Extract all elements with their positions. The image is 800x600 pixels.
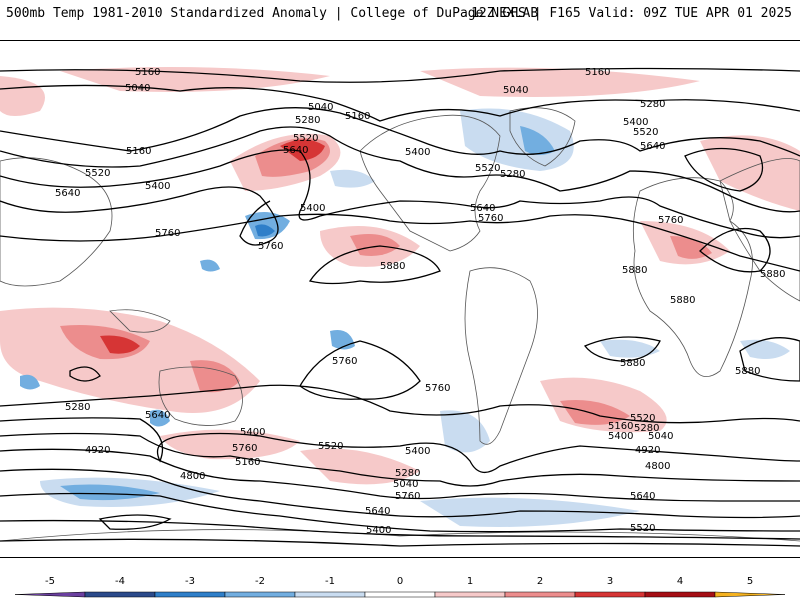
contour-label: 5640 bbox=[470, 203, 495, 214]
contour-label: 5040 bbox=[125, 83, 150, 94]
contour-label: 5280 bbox=[395, 468, 420, 479]
contour-label: 4800 bbox=[645, 461, 670, 472]
colorbar-swatch bbox=[14, 591, 86, 598]
colorbar-swatch bbox=[364, 591, 436, 598]
colorbar-swatch bbox=[434, 591, 506, 598]
contour-label: 5520 bbox=[633, 127, 658, 138]
contour-label: 5880 bbox=[620, 358, 645, 369]
colorbar-swatch bbox=[714, 591, 786, 598]
map-canvas: 5160 5040 5040 5160 5280 5520 5640 5160 … bbox=[0, 67, 800, 547]
contour-label: 5520 bbox=[630, 523, 655, 534]
colorbar-tick-label: -4 bbox=[115, 576, 125, 587]
contour-label: 5400 bbox=[366, 525, 391, 536]
contour-label: 5400 bbox=[240, 427, 265, 438]
contour-label: 5760 bbox=[332, 356, 357, 367]
contour-label: 5280 bbox=[295, 115, 320, 126]
contour-label: 5520 bbox=[293, 133, 318, 144]
contour-label: 5040 bbox=[393, 479, 418, 490]
chart-title: 500mb Temp 1981-2010 Standardized Anomal… bbox=[6, 6, 539, 21]
contour-label: 5160 bbox=[126, 146, 151, 157]
colorbar-swatch bbox=[504, 591, 576, 598]
contour-label: 5400 bbox=[608, 431, 633, 442]
contour-label: 5880 bbox=[735, 366, 760, 377]
contour-label: 5880 bbox=[622, 265, 647, 276]
contour-label: 5640 bbox=[283, 145, 308, 156]
contour-label: 5760 bbox=[425, 383, 450, 394]
colorbar-tick-label: -3 bbox=[185, 576, 195, 587]
colorbar-tick-label: 0 bbox=[397, 576, 403, 587]
contour-label: 5400 bbox=[405, 446, 430, 457]
colorbar-swatch bbox=[154, 591, 226, 598]
contour-label: 5760 bbox=[478, 213, 503, 224]
contour-label: 5760 bbox=[155, 228, 180, 239]
contour-label: 5520 bbox=[475, 163, 500, 174]
coastlines bbox=[0, 107, 800, 542]
contour-label: 5880 bbox=[670, 295, 695, 306]
contour-label: 5400 bbox=[300, 203, 325, 214]
colorbar-tick-label: -1 bbox=[325, 576, 335, 587]
colorbar-swatch bbox=[574, 591, 646, 598]
contour-label: 5520 bbox=[630, 413, 655, 424]
contour-label: 4800 bbox=[180, 471, 205, 482]
colorbar-swatch bbox=[294, 591, 366, 598]
contour-label: 5520 bbox=[85, 168, 110, 179]
colorbar-swatch bbox=[644, 591, 716, 598]
contour-label: 5400 bbox=[623, 117, 648, 128]
contour-label: 4920 bbox=[635, 445, 660, 456]
colorbar-tick-label: 3 bbox=[607, 576, 613, 587]
contour-label: 5160 bbox=[345, 111, 370, 122]
contour-label: 5640 bbox=[55, 188, 80, 199]
contour-label: 5760 bbox=[232, 443, 257, 454]
contour-label: 5160 bbox=[235, 457, 260, 468]
contour-label: 5760 bbox=[258, 241, 283, 252]
anomaly-map: 5160 5040 5040 5160 5280 5520 5640 5160 … bbox=[0, 40, 800, 558]
contour-label: 5880 bbox=[380, 261, 405, 272]
colorbar-tick-label: 5 bbox=[747, 576, 753, 587]
contour-label: 5520 bbox=[318, 441, 343, 452]
colorbar-tick-label: -5 bbox=[45, 576, 55, 587]
contour-label: 5640 bbox=[145, 410, 170, 421]
colorbar-tick-label: 2 bbox=[537, 576, 543, 587]
colorbar-legend: -5 -4 -3 -2 -1 0 1 2 3 4 5 bbox=[14, 576, 786, 598]
contour-label: 5640 bbox=[640, 141, 665, 152]
contour-label: 5760 bbox=[658, 215, 683, 226]
colorbar-swatch bbox=[84, 591, 156, 598]
contour-label: 5040 bbox=[503, 85, 528, 96]
contour-label: 5400 bbox=[405, 147, 430, 158]
contour-label: 5160 bbox=[585, 67, 610, 78]
colorbar-tick-label: 1 bbox=[467, 576, 473, 587]
contour-label: 5880 bbox=[760, 269, 785, 280]
contour-label: 5280 bbox=[640, 99, 665, 110]
run-info: 12Z GFS | F165 Valid: 09Z TUE APR 01 202… bbox=[471, 6, 792, 21]
contour-labels: 5160 5040 5040 5160 5280 5520 5640 5160 … bbox=[55, 67, 785, 536]
contour-label: 4920 bbox=[85, 445, 110, 456]
contour-label: 5040 bbox=[308, 102, 333, 113]
contour-label: 5280 bbox=[500, 169, 525, 180]
contour-label: 5280 bbox=[634, 423, 659, 434]
contour-label: 5640 bbox=[365, 506, 390, 517]
contour-label: 5160 bbox=[608, 421, 633, 432]
contour-label: 5160 bbox=[135, 67, 160, 78]
contour-label: 5040 bbox=[648, 431, 673, 442]
colorbar-tick-label: -2 bbox=[255, 576, 265, 587]
contour-label: 5280 bbox=[65, 402, 90, 413]
height-contours bbox=[0, 67, 800, 547]
contour-label: 5400 bbox=[145, 181, 170, 192]
contour-label: 5640 bbox=[630, 491, 655, 502]
anomaly-shading bbox=[0, 67, 800, 527]
colorbar-swatch bbox=[224, 591, 296, 598]
contour-label: 5760 bbox=[395, 491, 420, 502]
colorbar-tick-label: 4 bbox=[677, 576, 683, 587]
